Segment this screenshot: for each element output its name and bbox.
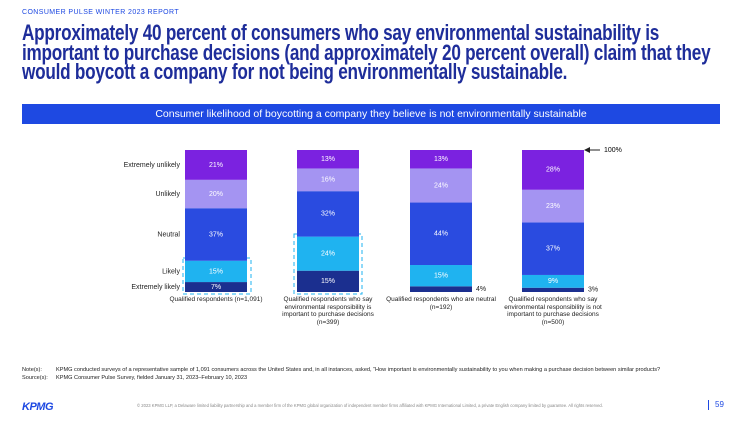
value-label: 15%	[321, 278, 335, 285]
legend-label: Neutral	[157, 231, 180, 238]
slide-title: Approximately 40 percent of consumers wh…	[22, 20, 711, 84]
bar-segment	[522, 189, 584, 223]
value-label: 3%	[588, 287, 598, 294]
highlight-box	[293, 233, 363, 295]
value-label: 24%	[321, 251, 335, 258]
bar-segment	[297, 168, 359, 192]
bar-segment	[297, 191, 359, 237]
logo: KPMG	[22, 401, 54, 413]
value-label: 28%	[546, 167, 560, 174]
legend-label: Likely	[162, 268, 180, 275]
value-label: 13%	[434, 156, 448, 163]
value-label: 20%	[209, 191, 223, 198]
notes-label: Note(s):	[22, 367, 42, 373]
bar-segment	[410, 286, 472, 292]
report-header: CONSUMER PULSE WINTER 2023 REPORT	[22, 9, 179, 16]
x-tick-label: Qualified respondents (n=1,091)	[169, 296, 263, 303]
bar-segment	[410, 202, 472, 266]
bar-segment	[185, 179, 247, 209]
annotation: 100%	[604, 147, 622, 154]
chart-title: Consumer likelihood of boycotting a comp…	[22, 104, 720, 124]
value-label: 32%	[321, 211, 335, 218]
x-tick-label: Qualified respondents who say environmen…	[282, 296, 374, 326]
bar-segment	[410, 168, 472, 203]
annotation-arrowhead	[584, 147, 590, 153]
highlight-box	[182, 257, 252, 295]
legend-label: Extremely unlikely	[124, 162, 181, 169]
value-label: 15%	[434, 273, 448, 280]
bar-segment	[185, 282, 247, 292]
value-label: 37%	[209, 231, 223, 238]
value-label: 4%	[476, 286, 486, 293]
legend-label: Extremely likely	[131, 284, 180, 291]
bar-segment	[522, 222, 584, 275]
value-label: 15%	[209, 268, 223, 275]
notes: Note(s): KPMG conducted surveys of a repr…	[22, 367, 660, 373]
value-label: 23%	[546, 203, 560, 210]
legend-label: Unlikely	[155, 191, 180, 198]
value-label: 7%	[211, 284, 221, 291]
bar-segment	[297, 236, 359, 271]
notes-text: KPMG conducted surveys of a representati…	[56, 367, 661, 373]
value-label: 16%	[321, 177, 335, 184]
x-tick-label: Qualified respondents who say environmen…	[504, 296, 602, 326]
chart: 100% 7% Extremely likely 15% Likely 37% Neutr…	[124, 147, 622, 295]
value-label: 13%	[321, 156, 335, 163]
sources-text: KPMG Consumer Pulse Survey, fielded Janu…	[56, 375, 248, 381]
value-label: 9%	[548, 278, 558, 285]
bar-segment	[297, 270, 359, 292]
copyright: © 2023 KPMG LLP, a Delaware limited liab…	[137, 403, 603, 408]
bar-segment	[185, 208, 247, 261]
bar-segment	[522, 287, 584, 292]
bar-segment	[410, 150, 472, 169]
value-label: 21%	[209, 162, 223, 169]
sources-label: Source(s):	[22, 375, 48, 381]
bar-segment	[522, 274, 584, 288]
bar-segment	[297, 150, 359, 169]
x-tick-label: Qualified respondents who are neutral (n…	[386, 296, 496, 311]
sources: Source(s): KPMG Consumer Pulse Survey, fi…	[22, 375, 247, 381]
page-number: 59	[708, 400, 724, 410]
bar-segment	[522, 150, 584, 190]
value-label: 44%	[434, 231, 448, 238]
value-label: 37%	[546, 246, 560, 253]
bar-segment	[410, 265, 472, 287]
bar-segment	[185, 150, 247, 180]
bar-segment	[185, 260, 247, 283]
value-label: 24%	[434, 182, 448, 189]
